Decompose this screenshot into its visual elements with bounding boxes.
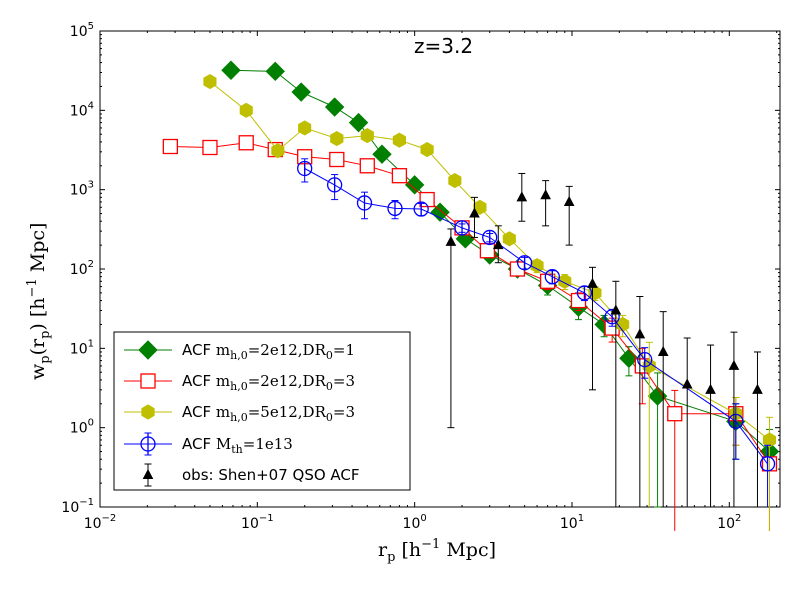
annotation-redshift: z=3.2: [414, 34, 473, 58]
data-point: [391, 168, 408, 184]
data-point: [473, 199, 487, 215]
data-point: [647, 386, 668, 406]
data-point: [372, 144, 392, 164]
data-point: [752, 383, 763, 394]
data-point: [348, 112, 369, 133]
data-point: [642, 358, 656, 374]
data-point: [540, 189, 551, 200]
data-point: [469, 207, 480, 218]
data-point: [392, 132, 406, 148]
legend-entry-diamond-green: ACF mh,0=2e12,DR0=1: [124, 340, 355, 362]
major-ticks: [99, 30, 780, 508]
x-axis-label: rp [h−1 Mpc]: [378, 537, 496, 565]
data-point: [516, 191, 528, 202]
data-point: [657, 345, 669, 356]
data-point: [681, 378, 693, 389]
y-tick-label: 101: [70, 338, 94, 357]
data-point: [298, 120, 312, 136]
series-hexagon-yellow: [203, 74, 776, 531]
data-point: [420, 142, 434, 158]
data-point: [271, 143, 285, 159]
legend-label: ACF mh,0=2e12,DR0=1: [182, 341, 355, 362]
data-point: [667, 406, 683, 422]
data-point: [238, 135, 254, 151]
legend-entry-square-red: ACF mh,0=2e12,DR0=3: [124, 372, 355, 393]
y-axis-label: wp(rp) [h−1 Mpc]: [25, 223, 53, 380]
x-tick-label: 10−2: [84, 513, 117, 532]
legend-frame: [113, 331, 411, 491]
legend-label: obs: Shen+07 QSO ACF: [182, 466, 360, 484]
y-tick-label: 100: [70, 418, 94, 437]
data-point: [265, 61, 285, 82]
x-tick-label: 101: [560, 513, 584, 532]
data-point: [587, 277, 598, 288]
y-tick-label: 102: [70, 259, 94, 278]
x-tick-label: 100: [403, 513, 427, 532]
legend-entry-hexagon-yellow: ACF mh,0=5e12,DR0=3: [124, 403, 355, 424]
data-point: [448, 173, 462, 189]
series-line: [304, 168, 768, 465]
legend-marker: [138, 340, 158, 360]
data-point: [404, 175, 425, 195]
legend-entry-circle-blue: ACF Mth=1e13: [124, 432, 293, 456]
data-point: [563, 195, 575, 206]
y-tick-label: 103: [70, 180, 94, 199]
series-circle-blue: [297, 158, 776, 507]
data-point: [162, 138, 178, 155]
y-tick-label: 10−1: [61, 497, 94, 516]
y-tick-label: 105: [70, 21, 94, 40]
legend-label: ACF mh,0=5e12,DR0=3: [182, 403, 355, 424]
data-point: [430, 202, 450, 222]
data-point: [634, 328, 646, 339]
data-point: [359, 158, 375, 174]
data-point: [502, 231, 516, 247]
minor-ticks: [100, 31, 780, 507]
series-obs-black: [445, 172, 763, 508]
data-point: [221, 60, 241, 80]
data-point: [728, 359, 740, 370]
legend-marker: [141, 404, 155, 420]
data-point: [619, 348, 639, 368]
data-point: [492, 239, 504, 250]
legend: ACF mh,0=2e12,DR0=1 ACF mh,0=2e12,DR0=3 AC…: [113, 331, 411, 491]
y-tick-label: 104: [70, 100, 94, 119]
legend-entry-obs-black: obs: Shen+07 QSO ACF: [142, 463, 360, 487]
data-point: [324, 97, 345, 117]
data-point: [588, 285, 602, 301]
legend-label: ACF mh,0=2e12,DR0=3: [182, 372, 355, 393]
legend-marker: [142, 468, 154, 479]
legend-label: ACF Mth=1e13: [182, 435, 293, 456]
data-point: [203, 74, 217, 90]
data-point: [360, 128, 374, 144]
data-point: [330, 131, 344, 147]
data-point: [445, 235, 457, 246]
legend-marker: [140, 373, 156, 389]
data-point: [610, 304, 622, 315]
data-point: [239, 102, 253, 118]
x-tick-label: 102: [717, 513, 741, 532]
x-tick-label: 10−1: [241, 513, 274, 532]
data-point: [202, 139, 218, 156]
data-point: [479, 243, 496, 259]
series-layer: [162, 60, 780, 531]
data-point: [705, 383, 716, 394]
data-point: [291, 82, 311, 102]
data-point: [762, 432, 776, 448]
data-point: [329, 151, 345, 168]
